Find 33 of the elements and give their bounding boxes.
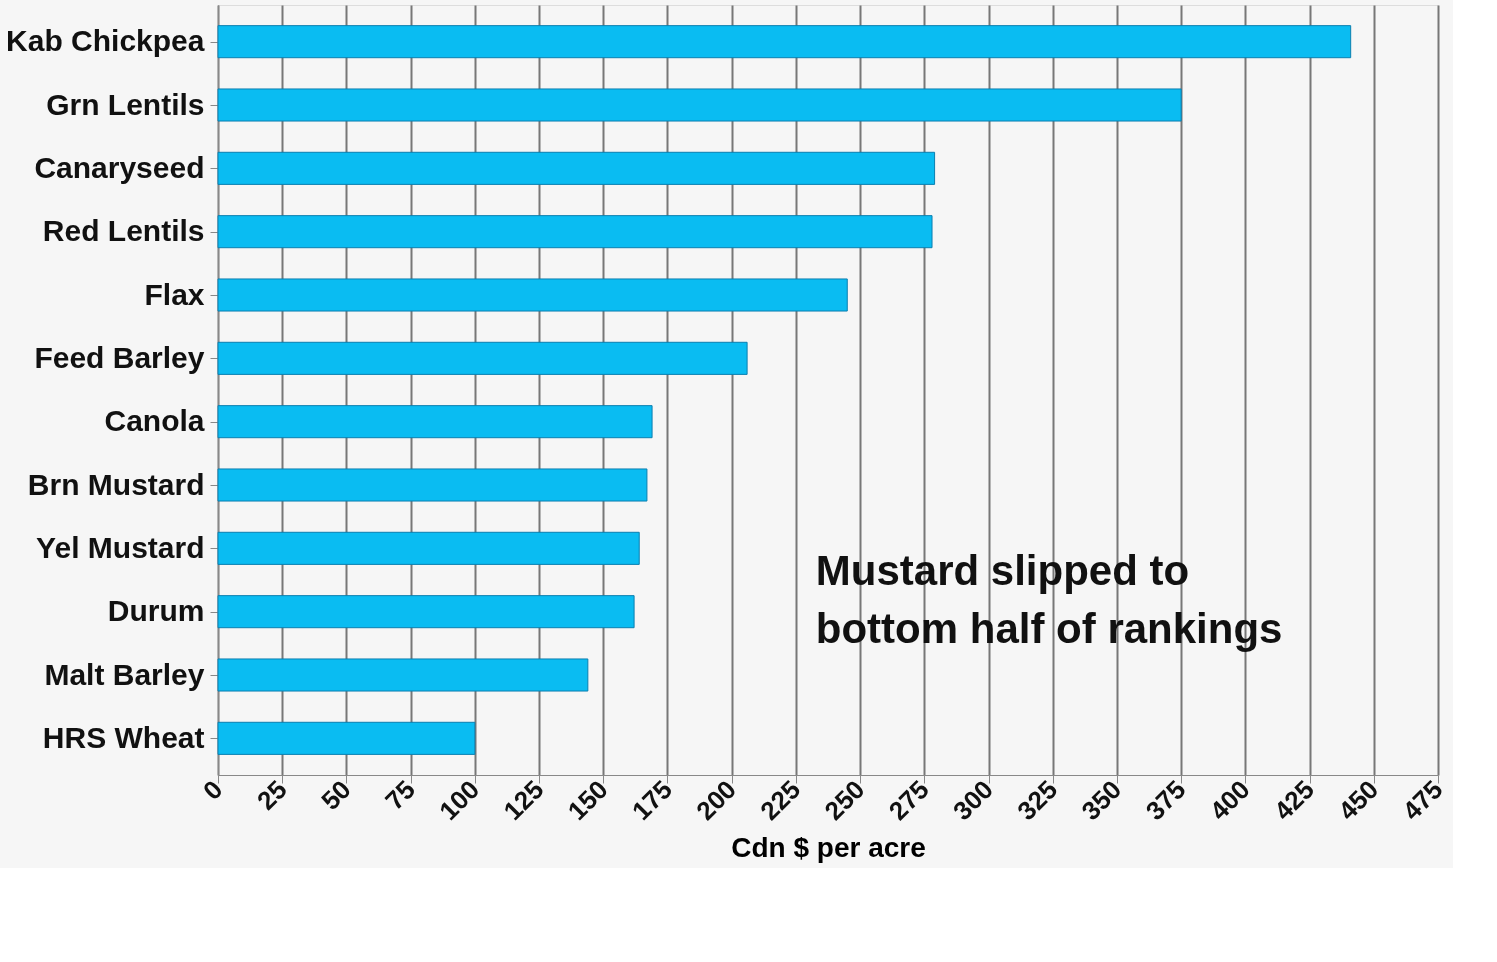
y-tick-label: HRS Wheat <box>42 720 205 754</box>
y-tick-label: Kab Chickpea <box>6 24 205 58</box>
x-tick-label: 75 <box>379 774 422 816</box>
x-tick-label: 275 <box>882 774 935 827</box>
x-tick-label: 250 <box>818 774 871 827</box>
x-tick-label: 0 <box>196 774 229 806</box>
x-tick-label: 425 <box>1268 774 1320 827</box>
x-tick-label: 50 <box>315 774 357 816</box>
x-tick-label: 300 <box>947 774 999 827</box>
x-tick-label: 150 <box>561 774 614 827</box>
y-tick-label: Canaryseed <box>34 150 205 184</box>
x-tick-label: 450 <box>1332 774 1385 827</box>
y-tick-label: Red Lentils <box>42 214 205 248</box>
x-tick-label: 25 <box>250 774 293 816</box>
y-tick-label: Feed Barley <box>34 340 205 374</box>
y-tick-label: Malt Barley <box>44 657 205 691</box>
y-tick-label: Canola <box>104 404 205 438</box>
x-tick-label: 325 <box>1011 774 1064 827</box>
x-tick-label: 175 <box>625 774 678 827</box>
x-tick-label: 350 <box>1075 774 1128 827</box>
y-tick-label: Durum <box>107 594 205 628</box>
y-tick-label: Brn Mustard <box>27 467 205 501</box>
y-tick-label: Grn Lentils <box>46 87 205 121</box>
x-tick-label: 400 <box>1203 774 1256 827</box>
x-tick-label: 475 <box>1396 774 1449 827</box>
x-axis-title: Cdn $ per acre <box>731 832 926 864</box>
x-tick-label: 125 <box>497 774 550 827</box>
x-tick-label: 100 <box>433 774 486 827</box>
x-tick-label: 375 <box>1139 774 1192 827</box>
y-tick-label: Yel Mustard <box>36 530 205 564</box>
x-tick-label: 225 <box>754 774 807 827</box>
x-tick-label: 200 <box>690 774 743 827</box>
y-tick-label: Flax <box>144 277 205 311</box>
